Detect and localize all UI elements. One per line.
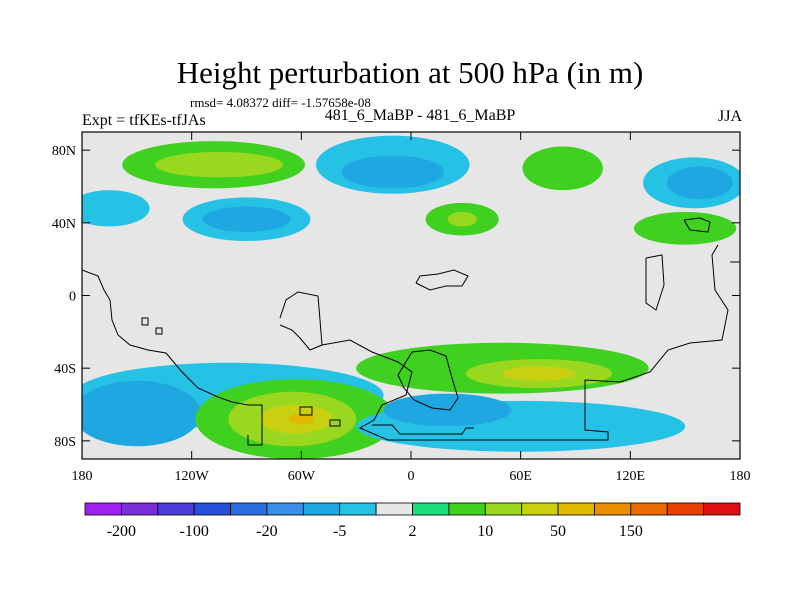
coastline-south-america: [279, 291, 323, 351]
colorbar-swatch: [703, 502, 741, 516]
anomaly-atlantic-low-core: [341, 155, 444, 189]
colorbar-swatch: [412, 502, 450, 516]
y-tick-label: 80S: [54, 435, 76, 450]
stats-line: rmsd= 4.08372 diff= -1.57658e-08: [190, 95, 371, 110]
colorbar-swatch: [157, 502, 195, 516]
x-tick-label: 60W: [288, 469, 316, 484]
x-tick-label: 120E: [616, 469, 646, 484]
coastline-australia: [397, 349, 459, 411]
colorbar-swatch: [120, 502, 159, 516]
coastline-east-asia: [683, 217, 740, 263]
x-tick-label: 180: [730, 469, 751, 484]
y-tick-label: 40N: [52, 217, 76, 232]
colorbar-label: 150: [619, 523, 643, 540]
colorbar-swatch: [594, 502, 632, 516]
colorbar-label: -20: [256, 523, 277, 540]
anomaly-southern-low-core: [82, 380, 201, 447]
anomaly-indian-ocean-high-peak: [502, 366, 576, 381]
coastline-north-america: [82, 269, 263, 446]
colorbar-swatch: [302, 502, 341, 516]
coastline-asia: [645, 254, 665, 311]
colorbar-swatch: [448, 502, 486, 516]
colorbar-label: -5: [333, 523, 346, 540]
anomaly-north-pacific-high-core: [155, 151, 284, 178]
colorbar-swatch: [230, 502, 268, 516]
anomaly-pacific-high: [633, 211, 737, 245]
x-tick-label: 120W: [175, 469, 210, 484]
anomaly-europe-high-core: [447, 211, 477, 227]
colorbar-swatch: [521, 502, 559, 516]
model-label: 481_6_MaBP - 481_6_MaBP: [324, 107, 516, 124]
colorbar-swatch: [266, 502, 304, 516]
anomaly-east-asia-low-core: [666, 166, 733, 200]
colorbar-label: 2: [409, 523, 417, 540]
coastline-islands: [141, 317, 341, 427]
x-tick-label: 0: [408, 469, 415, 484]
colorbar-label: 10: [477, 523, 493, 540]
season-label: JJA: [717, 108, 742, 125]
x-tick-label: 60E: [509, 469, 532, 484]
coastline-africa: [321, 244, 729, 441]
colorbar-label: -200: [107, 523, 136, 540]
anomaly-asia-high: [522, 146, 603, 191]
y-tick-label: 80N: [52, 144, 76, 159]
anomaly-north-america-low-core: [202, 206, 291, 232]
colorbar-label: 50: [550, 523, 566, 540]
colorbar-label: -100: [180, 523, 209, 540]
colorbar-swatch: [557, 502, 595, 516]
colorbar-swatch: [375, 502, 413, 516]
anomaly-southern-high-peak: [288, 413, 315, 425]
coastline-antarctic-ridge: [372, 424, 474, 435]
anomaly-north-pacific-west: [82, 190, 150, 227]
experiment-label: Expt = tfKEs-tfJAs: [82, 112, 206, 129]
colorbar-swatch: [666, 502, 705, 516]
y-tick-label: 0: [69, 290, 76, 305]
coastline-europe: [415, 269, 469, 291]
colorbar-swatch: [339, 502, 377, 516]
x-tick-label: 180: [72, 469, 93, 484]
chart-title: Height perturbation at 500 hPa (in m): [176, 55, 644, 90]
colorbar-swatch: [84, 502, 122, 516]
colorbar-swatch: [193, 502, 231, 516]
y-tick-label: 40S: [54, 362, 76, 377]
colorbar-swatch: [484, 502, 523, 516]
colorbar-swatch: [630, 502, 668, 516]
